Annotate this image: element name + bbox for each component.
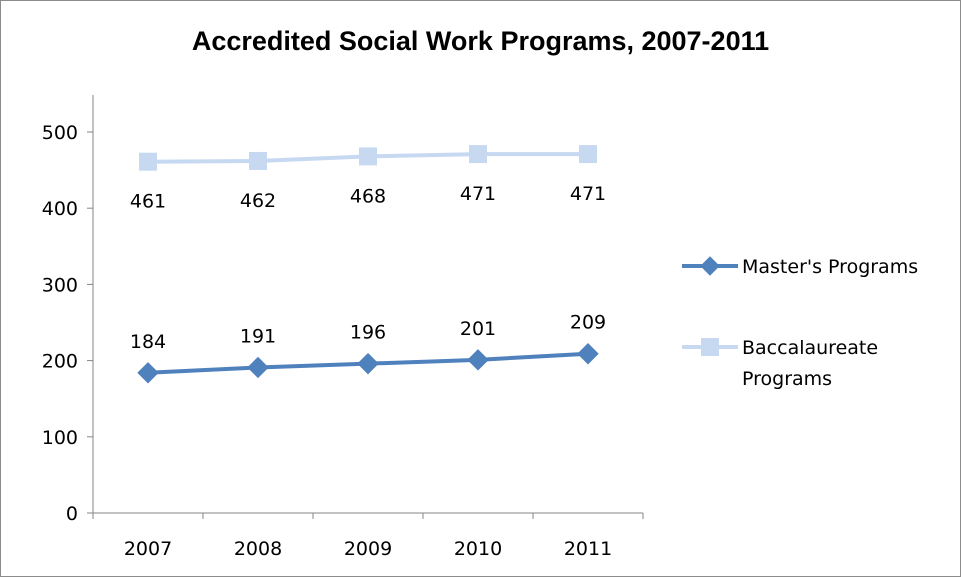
y-tick-label: 200 [42,351,78,373]
chart-title: Accredited Social Work Programs, 2007-20… [191,26,770,56]
legend-label-line: Baccalaureate [742,337,878,359]
x-tick-label: 2007 [124,538,172,560]
y-tick-label: 300 [42,274,78,296]
legend-label: Master's Programs [742,256,918,278]
series-layer [137,145,599,384]
data-label-baccalaureate: 471 [570,183,606,205]
data-point-baccalaureate [139,152,157,171]
data-point-masters [247,356,269,379]
y-tick-label: 0 [66,503,78,525]
x-tick-label: 2008 [234,538,282,560]
legend: Master's Programs Baccalaureate Programs [682,256,918,390]
data-label-masters: 184 [130,331,166,353]
data-point-baccalaureate [579,145,597,164]
data-point-baccalaureate [359,147,377,166]
data-label-baccalaureate: 462 [240,190,276,212]
x-tick-label: 2010 [454,538,502,560]
data-point-masters [577,343,599,365]
legend-marker [701,338,719,356]
legend-item-masters: Master's Programs [682,256,918,278]
y-tick-label: 400 [42,198,78,220]
axes: 0 100 200 300 400 500 2007 2008 2009 2010 2011 [42,95,644,560]
data-label-masters: 201 [460,318,496,340]
data-point-masters [137,362,159,384]
data-label-baccalaureate: 468 [350,185,386,207]
y-tick-label: 500 [42,122,78,144]
data-label-baccalaureate: 471 [460,183,496,205]
legend-label: Baccalaureate Programs [742,337,878,390]
x-tick-label: 2011 [564,538,612,560]
data-point-baccalaureate [469,145,487,164]
data-label-masters: 191 [240,325,276,347]
data-label-masters: 209 [570,312,606,334]
x-tick-label: 2009 [344,538,392,560]
data-point-masters [357,352,379,375]
data-label-masters: 196 [350,322,386,344]
data-labels: 461 462 468 471 471 184 191 196 201 209 [130,183,606,353]
legend-label-line: Programs [742,368,832,390]
data-point-baccalaureate [249,151,267,170]
data-point-masters [467,349,489,371]
legend-marker [700,256,720,276]
y-tick-label: 100 [42,427,78,449]
data-label-baccalaureate: 461 [130,191,166,213]
legend-item-baccalaureate: Baccalaureate Programs [682,337,878,390]
